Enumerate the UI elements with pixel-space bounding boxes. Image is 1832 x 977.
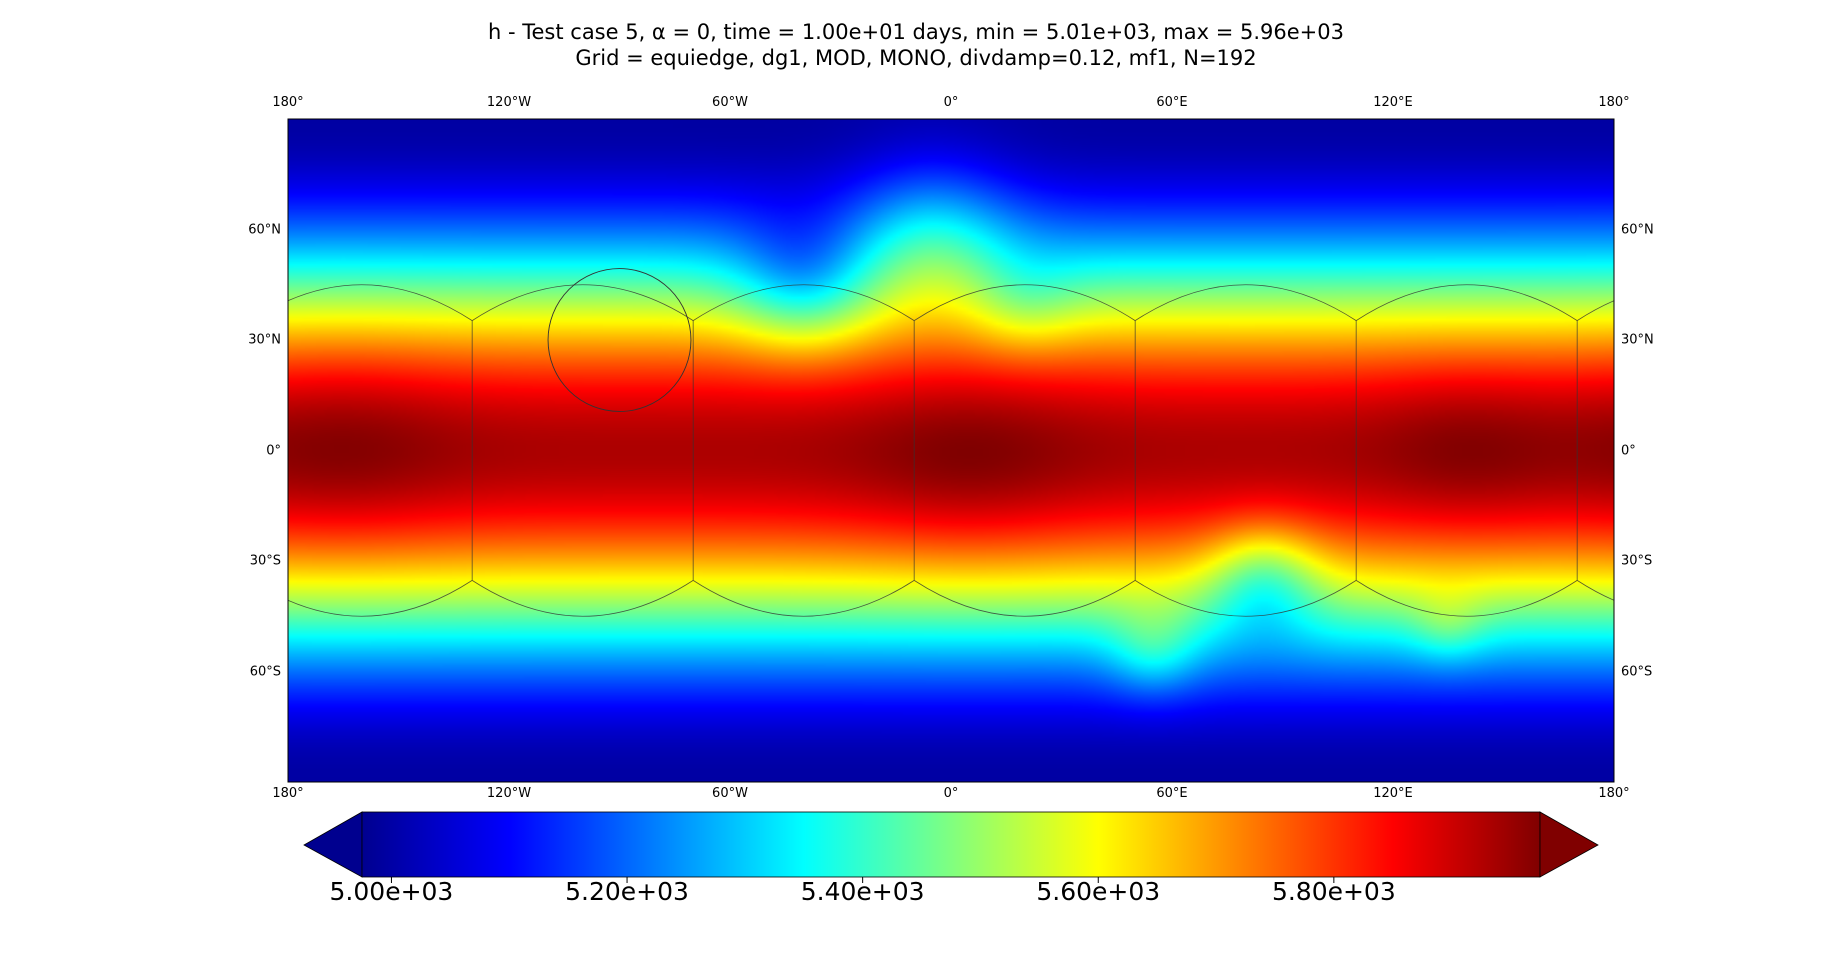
lon-tick-bottom-6: 180° — [1598, 786, 1630, 801]
colorbar-extend-high — [1539, 811, 1599, 878]
colorbar-tick-4: 5.80e+03 — [1271, 877, 1396, 906]
lon-tick-top-6: 180° — [1598, 95, 1630, 110]
map-frame — [287, 118, 1615, 783]
panel-edge-arc — [1576, 580, 1614, 601]
lon-tick-bottom-2: 60°W — [712, 786, 748, 801]
colorbar-tick-0: 5.00e+03 — [329, 877, 454, 906]
lat-tick-left-0: 60°N — [248, 222, 281, 237]
lon-tick-top-5: 120°E — [1373, 95, 1413, 110]
panel-edge-arc — [913, 284, 1136, 321]
lon-tick-top-1: 120°W — [486, 95, 532, 110]
lat-tick-left-1: 30°N — [248, 332, 281, 348]
lon-tick-bottom-3: 0° — [943, 786, 959, 801]
lon-tick-top-2: 60°W — [712, 95, 748, 110]
lat-tick-right-3: 30°S — [1621, 553, 1653, 569]
plot-title-line2: Grid = equiedge, dg1, MOD, MONO, divdamp… — [575, 46, 1257, 70]
panel-edge-arc — [471, 284, 694, 321]
lon-tick-top-0: 180° — [272, 95, 304, 110]
height-field-image — [288, 119, 1614, 782]
colorbar-extend-low — [303, 811, 363, 878]
mountain-outline — [547, 268, 692, 412]
colorbar-tick-1: 5.20e+03 — [565, 877, 689, 906]
lon-tick-bottom-1: 120°W — [486, 786, 532, 801]
panel-edge-arc — [692, 284, 915, 321]
lat-tick-right-4: 60°S — [1621, 664, 1653, 679]
lat-tick-left-4: 60°S — [249, 664, 281, 679]
colorbar-gradient — [361, 811, 1541, 878]
panel-edge-arc — [1134, 580, 1357, 617]
lon-tick-top-4: 60°E — [1156, 95, 1188, 110]
panel-edge-arc — [913, 580, 1136, 617]
lon-tick-bottom-4: 60°E — [1156, 786, 1188, 801]
plot-title-line1: h - Test case 5, α = 0, time = 1.00e+01 … — [488, 20, 1344, 44]
lon-tick-bottom-0: 180° — [272, 786, 304, 801]
panel-edge-arc — [1134, 284, 1357, 321]
lat-tick-left-2: 0° — [266, 443, 281, 458]
panel-edge-arc — [288, 284, 473, 321]
panel-edge-arc — [692, 580, 915, 617]
colorbar-tick-2: 5.40e+03 — [800, 877, 925, 906]
colorbar-tick-3: 5.60e+03 — [1036, 877, 1161, 906]
lon-tick-bottom-5: 120°E — [1373, 786, 1413, 801]
panel-edge-arc — [471, 580, 694, 617]
panel-edge-arc — [1355, 580, 1578, 617]
lat-tick-right-0: 60°N — [1621, 222, 1654, 237]
panel-edge-arc — [288, 580, 473, 617]
lon-tick-top-3: 0° — [943, 95, 959, 110]
lat-tick-left-3: 30°S — [249, 553, 281, 569]
lat-tick-right-1: 30°N — [1621, 332, 1654, 348]
panel-edge-arc — [1355, 284, 1578, 321]
height-field — [288, 119, 1614, 782]
colorbar — [303, 811, 1599, 883]
cubed-sphere-grid — [288, 284, 1614, 617]
lat-tick-right-2: 0° — [1621, 443, 1636, 458]
panel-edge-arc — [1576, 300, 1614, 321]
